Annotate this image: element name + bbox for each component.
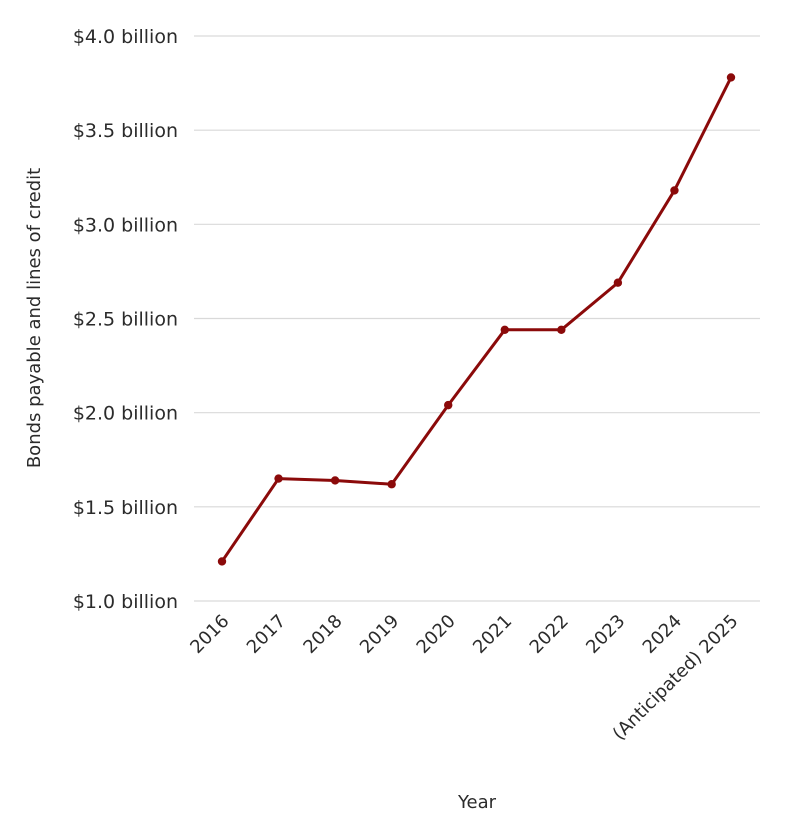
x-axis-ticks: 2016 2017 2018 2019 2020 2021 2022 2023 2024(Ant… [186,611,742,745]
data-point [387,480,396,489]
y-tick-label: $4.0 billion [73,26,178,48]
y-axis-title: Bonds payable and lines of credit [24,168,45,468]
data-point [217,557,227,566]
y-axis-ticks: $1.0 billion $1.5 billion $2.0 billion $2.5… [73,26,178,613]
data-point [500,325,509,334]
x-tick-label: 2023 [582,611,629,658]
y-tick-label: $2.0 billion [73,403,178,425]
data-point [330,476,340,485]
data-point [726,73,736,82]
x-tick-label: 2021 [469,611,516,658]
x-axis-title: Year [457,792,497,813]
data-point [670,186,679,195]
x-tick-label: 2018 [299,611,346,658]
data-point [444,400,453,410]
series-line [220,75,733,563]
x-tick-label: 2019 [356,611,403,658]
y-tick-label: $1.5 billion [73,497,178,519]
x-tick-label: 2017 [243,611,290,658]
data-point [613,278,623,287]
data-point [557,325,566,334]
x-tick-label: 2022 [526,611,573,658]
y-tick-label: $3.0 billion [73,214,178,236]
y-tick-label: $3.5 billion [73,120,178,142]
x-tick-label: 2020 [413,611,460,658]
y-tick-label: $2.5 billion [73,309,178,331]
x-tick-label: 2016 [186,611,233,658]
series [217,73,736,566]
data-point [274,474,283,483]
y-tick-label: $1.0 billion [73,591,178,613]
gridlines [194,35,760,602]
x-tick-label: 2024 [639,611,686,658]
